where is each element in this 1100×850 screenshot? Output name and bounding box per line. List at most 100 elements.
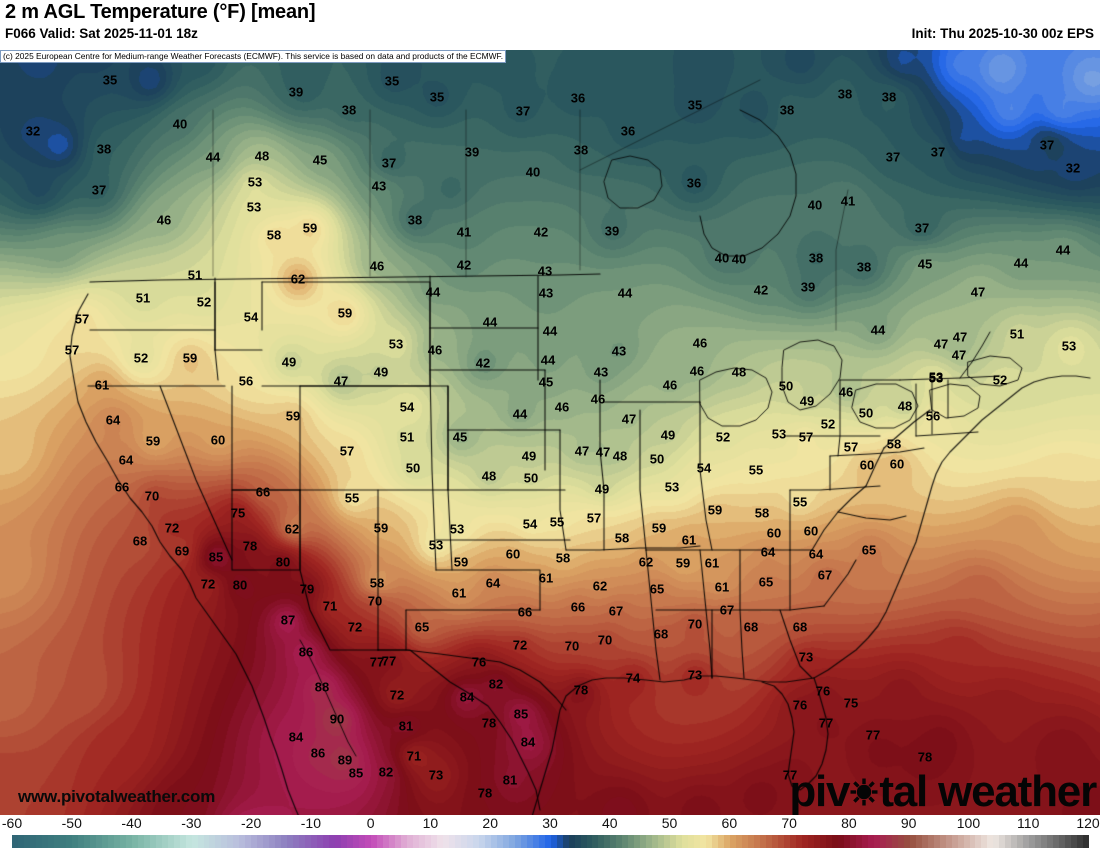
colorbar-swatch [113, 835, 120, 848]
colorbar-swatch [323, 835, 330, 848]
colorbar-swatch [658, 835, 665, 848]
colorbar-swatch [819, 835, 826, 848]
colorbar-swatch [831, 835, 838, 848]
colorbar-swatch [813, 835, 820, 848]
colorbar-swatch [873, 835, 880, 848]
colorbar-swatch [221, 835, 228, 848]
colorbar-swatch [520, 835, 527, 848]
colorbar-swatch [179, 835, 186, 848]
colorbar-tick-label: 70 [781, 815, 797, 831]
colorbar-tick-label: 110 [1017, 815, 1040, 831]
colorbar-tick-label: 80 [841, 815, 857, 831]
colorbar-swatch [335, 835, 342, 848]
colorbar-swatch [502, 835, 509, 848]
colorbar-swatch [981, 835, 988, 848]
colorbar-swatch [95, 835, 102, 848]
colorbar-swatch [454, 835, 461, 848]
colorbar-swatch [1071, 835, 1078, 848]
colorbar-swatch [400, 835, 407, 848]
colorbar-swatch [682, 835, 689, 848]
colorbar-swatch [329, 835, 336, 848]
colorbar-swatch [574, 835, 581, 848]
colorbar-swatch [1017, 835, 1024, 848]
colorbar-tick-label: -60 [1, 815, 23, 831]
temperature-map[interactable]: 35 39 32 40 38 44 48 45 37 53 53 46 58 59 51 51 52 54 62 59… [0, 50, 1100, 815]
colorbar-swatch [1005, 835, 1012, 848]
colorbar-swatch [544, 835, 551, 848]
colorbar-swatch [1041, 835, 1048, 848]
colorbar-swatch [760, 835, 767, 848]
logo-text-after: tal weather [879, 767, 1097, 815]
colorbar-swatch [975, 835, 982, 848]
colorbar-swatch [807, 835, 814, 848]
colorbar-swatch [526, 835, 533, 848]
colorbar-swatch [879, 835, 886, 848]
colorbar-swatch [101, 835, 108, 848]
colorbar-swatch [359, 835, 366, 848]
colorbar-swatch [694, 835, 701, 848]
colorbar-swatch [616, 835, 623, 848]
colorbar-swatch [915, 835, 922, 848]
colorbar-swatch [718, 835, 725, 848]
colorbar-swatch [987, 835, 994, 848]
colorbar-swatch [1047, 835, 1054, 848]
colorbar-swatch [484, 835, 491, 848]
colorbar-swatch [149, 835, 156, 848]
colorbar-swatch [17, 835, 24, 848]
colorbar-swatch [742, 835, 749, 848]
colorbar-swatch [766, 835, 773, 848]
colorbar-swatch [772, 835, 778, 848]
colorbar-swatch [754, 835, 761, 848]
colorbar-swatch [789, 835, 796, 848]
colorbar-swatch [383, 835, 390, 848]
colorbar-swatch [412, 835, 419, 848]
colorbar-swatch [119, 835, 126, 848]
colorbar-swatch [849, 835, 856, 848]
colorbar-swatch [736, 835, 743, 848]
colorbar-swatch [538, 835, 545, 848]
colorbar-swatch [700, 835, 707, 848]
colorbar-tick-label: 40 [601, 815, 618, 831]
colorbar-swatch [855, 835, 862, 848]
colorbar-swatch [724, 835, 731, 848]
colorbar-tick-label: -40 [121, 815, 142, 831]
colorbar-swatch [556, 835, 563, 848]
colorbar-swatch [622, 835, 629, 848]
colorbar-swatch [1083, 835, 1090, 848]
colorbar-tick-label: 90 [900, 815, 917, 831]
colorbar-swatch [233, 835, 240, 848]
colorbar-swatch [59, 835, 66, 848]
colorbar-swatch [365, 835, 372, 848]
colorbar-swatch [604, 835, 611, 848]
colorbar-swatch [341, 835, 348, 848]
colorbar-swatch [418, 835, 425, 848]
colorbar-swatch [1011, 835, 1018, 848]
page-header: 2 m AGL Temperature (°F) [mean] F066 Val… [0, 0, 1100, 50]
colorbar-swatch [137, 835, 144, 848]
colorbar-swatch [65, 835, 72, 848]
colorbar: -60 -50 -40 -30 -20 -10 0 10 20 30 40 50 60 70 80 90 100… [0, 815, 1100, 850]
colorbar-swatch [293, 835, 300, 848]
colorbar-swatch [939, 835, 946, 848]
colorbar-swatch [550, 835, 557, 848]
colorbar-swatch [1059, 835, 1066, 848]
colorbar-swatch [23, 835, 30, 848]
colorbar-swatch [490, 835, 497, 848]
colorbar-tick-label: 100 [956, 815, 981, 831]
colorbar-swatch [885, 835, 892, 848]
colorbar-swatch [245, 835, 252, 848]
colorbar-swatch [191, 835, 198, 848]
colorbar-swatch [263, 835, 270, 848]
colorbar-swatch [1029, 835, 1036, 848]
colorbar-swatch [466, 835, 473, 848]
valid-time-label: F066 Valid: Sat 2025-11-01 18z [5, 26, 198, 41]
colorbar-swatch [999, 835, 1006, 848]
colorbar-tick-label: -10 [300, 815, 321, 831]
colorbar-swatch [933, 835, 940, 848]
colorbar-swatch [41, 835, 48, 848]
colorbar-ticks: -60 -50 -40 -30 -20 -10 0 10 20 30 40 50 60 70 80 90 100… [0, 815, 1100, 835]
colorbar-swatch [257, 835, 264, 848]
site-watermark: www.pivotalweather.com [18, 787, 216, 806]
colorbar-swatch [598, 835, 605, 848]
colorbar-swatch [652, 835, 659, 848]
